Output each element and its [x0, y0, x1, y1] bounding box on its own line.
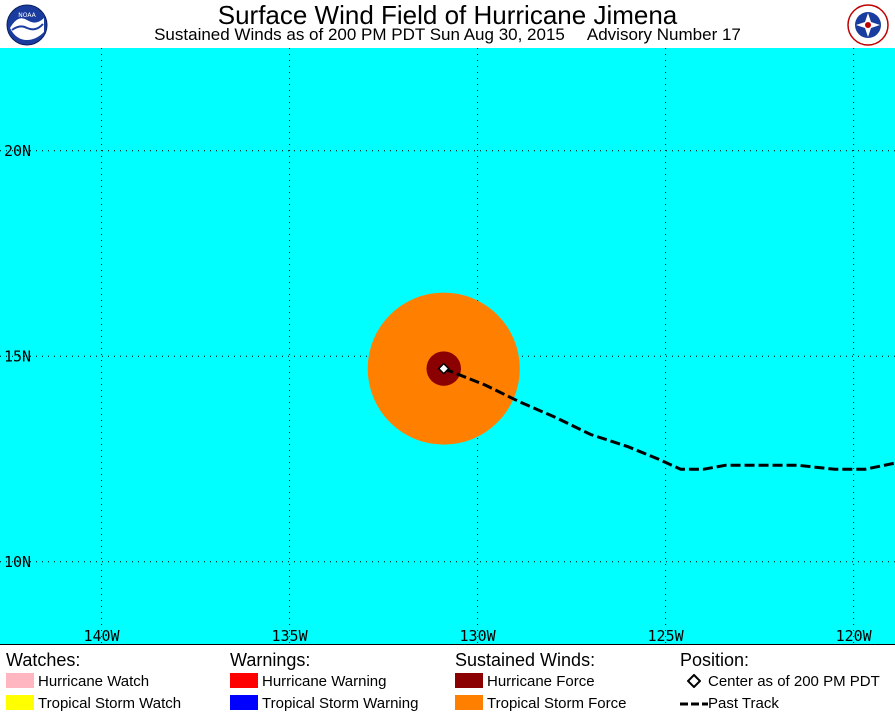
lat-label: 20N [4, 142, 31, 160]
past-track-line [443, 367, 895, 471]
legend-position-heading: Position: [680, 650, 750, 670]
map-area: 140W 135W 130W 125W 120W 20N 15N 10N [0, 48, 895, 644]
lon-label: 120W [836, 627, 873, 644]
legend-watches-heading: Watches: [6, 650, 81, 670]
lon-label: 135W [271, 627, 308, 644]
map-canvas: 140W 135W 130W 125W 120W 20N 15N 10N [0, 48, 895, 644]
hurricane-force-swatch [455, 673, 483, 688]
tropical-storm-warning-swatch [230, 695, 258, 710]
lon-label: 130W [460, 627, 497, 644]
svg-text:NOAA: NOAA [18, 12, 36, 19]
legend-item-hurricane-warning: Hurricane Warning [230, 671, 418, 693]
storm-center-marker [437, 362, 450, 375]
header: NOAA Surface Wind Field of Hurricane Jim… [0, 0, 895, 48]
legend-item-tropical-storm-warning: Tropical Storm Warning [230, 693, 418, 715]
lat-label: 15N [4, 347, 31, 365]
subtitle-advisory: Advisory Number 17 [586, 25, 741, 44]
lon-label: 125W [648, 627, 685, 644]
legend-sustained-winds: Sustained Winds: Hurricane Force Tropica… [455, 649, 626, 715]
storm-center-diamond [437, 362, 450, 375]
hurricane-watch-swatch [6, 673, 34, 688]
legend-item-tropical-storm-watch: Tropical Storm Watch [6, 693, 181, 715]
legend-winds-heading: Sustained Winds: [455, 650, 596, 670]
nws-logo-icon [847, 4, 889, 46]
center-diamond-icon [680, 671, 708, 693]
legend-watches: Watches: Hurricane Watch Tropical Storm … [6, 649, 181, 715]
legend-item-tropical-storm-force: Tropical Storm Force [455, 693, 626, 715]
legend: Watches: Hurricane Watch Tropical Storm … [0, 644, 895, 717]
lon-label: 140W [83, 627, 120, 644]
map-title: Surface Wind Field of Hurricane Jimena [217, 0, 678, 30]
legend-position: Position: Center as of 200 PM PDT Past T… [680, 649, 880, 715]
subtitle-valid-time: Sustained Winds as of 200 PM PDT Sun Aug… [154, 25, 565, 44]
grid-labels: 140W 135W 130W 125W 120W 20N 15N 10N [4, 142, 873, 644]
map-subtitle: Sustained Winds as of 200 PM PDT Sun Aug… [0, 25, 895, 45]
legend-item-center: Center as of 200 PM PDT [680, 671, 880, 693]
legend-item-past-track: Past Track [680, 693, 880, 715]
legend-item-hurricane-watch: Hurricane Watch [6, 671, 181, 693]
dashed-line-icon [680, 693, 708, 715]
hurricane-warning-swatch [230, 673, 258, 688]
past-track [443, 367, 895, 471]
tropical-storm-force-swatch [455, 695, 483, 710]
lat-label: 10N [4, 553, 31, 571]
legend-warnings-heading: Warnings: [230, 650, 311, 670]
legend-item-hurricane-force: Hurricane Force [455, 671, 626, 693]
tropical-storm-watch-swatch [6, 695, 34, 710]
legend-warnings: Warnings: Hurricane Warning Tropical Sto… [230, 649, 418, 715]
noaa-logo-icon: NOAA [6, 4, 48, 46]
